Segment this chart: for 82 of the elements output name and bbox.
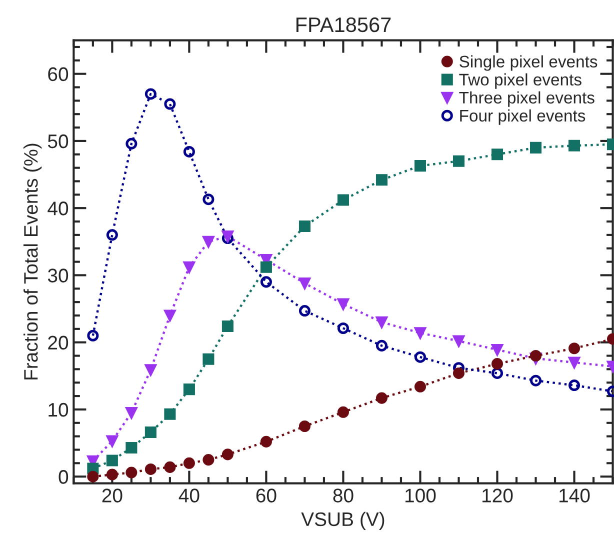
point xyxy=(144,364,156,376)
x-tick-label: 40 xyxy=(178,488,200,502)
point xyxy=(222,320,234,332)
point xyxy=(337,406,349,418)
point xyxy=(452,155,465,167)
x-tick-label: 140 xyxy=(560,488,590,502)
point xyxy=(183,384,195,396)
point xyxy=(414,351,426,363)
point xyxy=(337,194,349,206)
point xyxy=(568,380,580,392)
point xyxy=(164,98,176,110)
point xyxy=(376,316,388,328)
x-tick-label: 100 xyxy=(406,488,436,502)
point xyxy=(298,220,310,232)
point xyxy=(260,276,272,288)
legend-label: Four pixel events xyxy=(460,109,586,125)
point xyxy=(414,160,426,172)
point xyxy=(106,435,118,447)
point xyxy=(260,436,272,448)
y-tick-label: 50 xyxy=(48,134,68,148)
point xyxy=(222,448,234,460)
point xyxy=(106,468,118,480)
point xyxy=(87,330,99,342)
point xyxy=(298,278,310,290)
point xyxy=(106,229,118,241)
point xyxy=(376,340,388,352)
point xyxy=(126,138,138,150)
point xyxy=(202,236,214,248)
point xyxy=(144,463,156,475)
x-tick-label: 60 xyxy=(256,488,276,502)
point xyxy=(202,353,214,365)
point xyxy=(144,426,156,438)
point xyxy=(260,261,272,273)
y-tick-label: 0 xyxy=(58,470,68,484)
point xyxy=(337,298,349,310)
point xyxy=(530,374,542,386)
point xyxy=(530,350,542,362)
point xyxy=(106,454,118,466)
point xyxy=(126,407,138,419)
point xyxy=(491,367,504,379)
point xyxy=(491,148,504,160)
point xyxy=(376,392,388,404)
x-tick-label: 120 xyxy=(482,488,513,502)
point xyxy=(202,194,214,206)
point xyxy=(164,461,176,473)
point xyxy=(202,454,214,466)
point xyxy=(144,88,156,100)
x-tick-label: 20 xyxy=(102,488,122,502)
y-tick-label: 30 xyxy=(48,268,68,282)
point xyxy=(126,466,138,478)
point xyxy=(568,140,580,152)
point xyxy=(530,142,542,154)
legend-label: Three pixel events xyxy=(459,91,594,107)
y-tick-label: 60 xyxy=(48,67,68,82)
point xyxy=(183,261,195,273)
point xyxy=(164,408,176,420)
y-tick-label: 10 xyxy=(48,402,68,417)
point xyxy=(414,327,426,339)
point xyxy=(491,358,504,370)
point xyxy=(568,342,580,354)
point xyxy=(183,146,195,158)
legend-label: Two pixel events xyxy=(459,73,582,89)
point xyxy=(376,174,388,186)
point xyxy=(414,380,426,392)
point xyxy=(337,322,349,334)
point xyxy=(298,420,310,432)
chart-title: FPA18567 xyxy=(296,17,391,32)
x-axis-title: VSUB (V) xyxy=(301,512,384,530)
x-tick-label: 80 xyxy=(333,488,354,502)
point xyxy=(491,344,504,356)
point xyxy=(452,335,465,347)
y-axis-title: Fraction of Total Events (%) xyxy=(24,144,42,380)
y-tick-label: 20 xyxy=(48,336,68,350)
point xyxy=(183,457,195,469)
point xyxy=(126,442,138,454)
point xyxy=(164,310,176,322)
point xyxy=(87,470,99,482)
point xyxy=(452,367,465,379)
y-tick-label: 40 xyxy=(48,202,68,216)
legend-label: Single pixel events xyxy=(460,55,598,71)
point xyxy=(568,356,580,368)
point xyxy=(298,305,310,317)
